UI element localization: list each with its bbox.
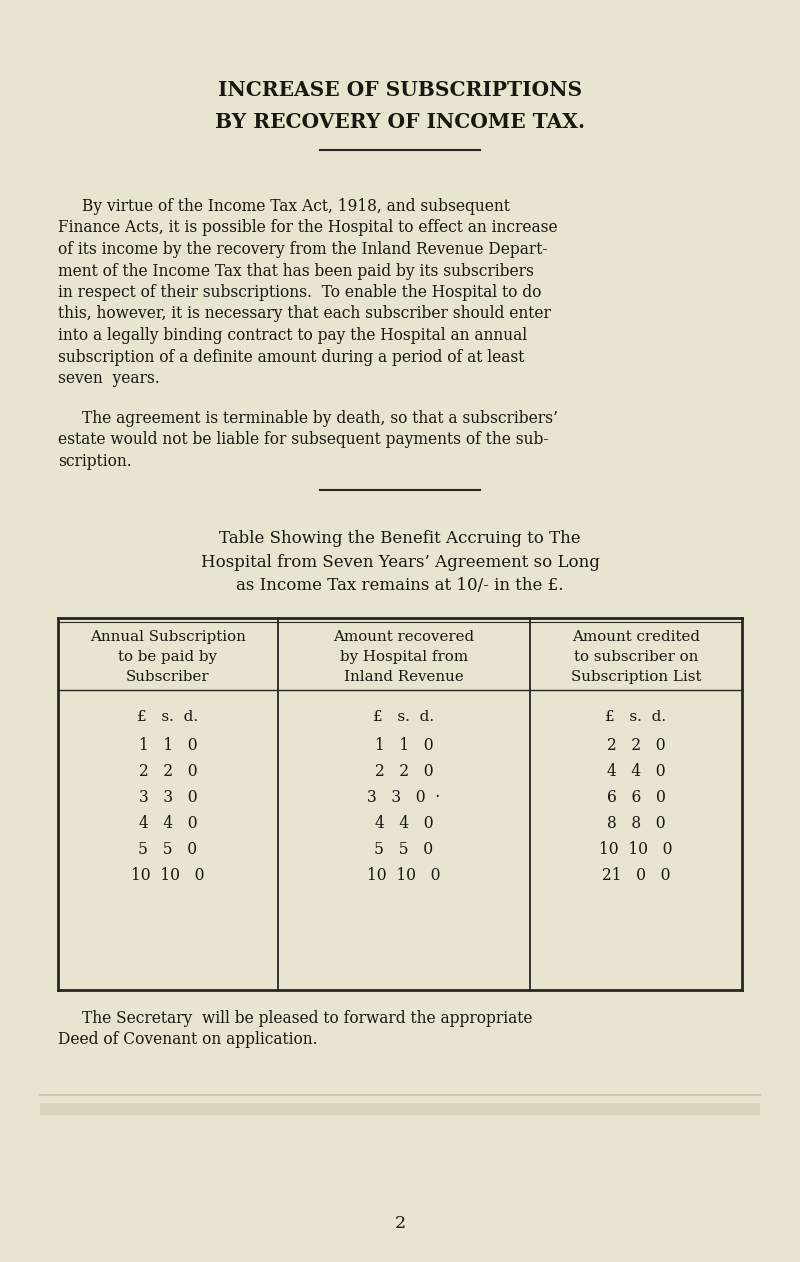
Text: Inland Revenue: Inland Revenue (344, 670, 464, 684)
Text: 2: 2 (394, 1215, 406, 1232)
Text: by Hospital from: by Hospital from (340, 650, 468, 664)
Text: 21   0   0: 21 0 0 (602, 867, 670, 883)
Text: 4   4   0: 4 4 0 (138, 815, 198, 832)
Text: 2   2   0: 2 2 0 (138, 764, 198, 780)
Text: to be paid by: to be paid by (118, 650, 218, 664)
Text: 5   5   0: 5 5 0 (138, 840, 198, 858)
Text: 4   4   0: 4 4 0 (374, 815, 434, 832)
Text: 10  10   0: 10 10 0 (131, 867, 205, 883)
Text: 10  10   0: 10 10 0 (599, 840, 673, 858)
Text: ment of the Income Tax that has been paid by its subscribers: ment of the Income Tax that has been pai… (58, 262, 534, 279)
Text: 1   1   0: 1 1 0 (374, 737, 434, 753)
Text: 3   3   0: 3 3 0 (138, 789, 198, 806)
Text: scription.: scription. (58, 453, 132, 469)
Text: estate would not be liable for subsequent payments of the sub-: estate would not be liable for subsequen… (58, 432, 549, 448)
Text: £   s.  d.: £ s. d. (138, 711, 198, 724)
Text: By virtue of the Income Tax Act, 1918, and subsequent: By virtue of the Income Tax Act, 1918, a… (82, 198, 510, 215)
Text: Subscriber: Subscriber (126, 670, 210, 684)
Text: The Secretary  will be pleased to forward the appropriate: The Secretary will be pleased to forward… (82, 1010, 533, 1027)
Text: 5   5   0: 5 5 0 (374, 840, 434, 858)
Text: 6   6   0: 6 6 0 (606, 789, 666, 806)
Text: 2   2   0: 2 2 0 (374, 764, 434, 780)
Text: BY RECOVERY OF INCOME TAX.: BY RECOVERY OF INCOME TAX. (215, 112, 585, 133)
Text: 3   3   0  ·: 3 3 0 · (367, 789, 441, 806)
Text: The agreement is terminable by death, so that a subscribers’: The agreement is terminable by death, so… (82, 410, 558, 427)
Text: 2   2   0: 2 2 0 (606, 737, 666, 753)
Text: 4   4   0: 4 4 0 (606, 764, 666, 780)
Text: Subscription List: Subscription List (570, 670, 702, 684)
Text: of its income by the recovery from the Inland Revenue Depart-: of its income by the recovery from the I… (58, 241, 547, 257)
Text: Deed of Covenant on application.: Deed of Covenant on application. (58, 1031, 318, 1049)
Text: 1   1   0: 1 1 0 (138, 737, 198, 753)
Text: £   s.  d.: £ s. d. (606, 711, 666, 724)
Bar (40, 1103, 760, 1116)
Text: to subscriber on: to subscriber on (574, 650, 698, 664)
Text: Finance Acts, it is possible for the Hospital to effect an increase: Finance Acts, it is possible for the Hos… (58, 220, 558, 236)
Text: this, however, it is necessary that each subscriber should enter: this, however, it is necessary that each… (58, 305, 551, 323)
Text: Hospital from Seven Years’ Agreement so Long: Hospital from Seven Years’ Agreement so … (201, 554, 599, 570)
Text: as Income Tax remains at 10/- in the £.: as Income Tax remains at 10/- in the £. (236, 577, 564, 594)
Text: INCREASE OF SUBSCRIPTIONS: INCREASE OF SUBSCRIPTIONS (218, 80, 582, 100)
Text: £   s.  d.: £ s. d. (374, 711, 434, 724)
Text: into a legally binding contract to pay the Hospital an annual: into a legally binding contract to pay t… (58, 327, 527, 345)
Text: Annual Subscription: Annual Subscription (90, 630, 246, 644)
Text: subscription of a definite amount during a period of at least: subscription of a definite amount during… (58, 348, 524, 366)
Text: Amount recovered: Amount recovered (334, 630, 474, 644)
Text: Amount credited: Amount credited (572, 630, 700, 644)
Text: in respect of their subscriptions.  To enable the Hospital to do: in respect of their subscriptions. To en… (58, 284, 542, 302)
Text: 10  10   0: 10 10 0 (367, 867, 441, 883)
Text: Table Showing the Benefit Accruing to The: Table Showing the Benefit Accruing to Th… (219, 530, 581, 546)
Text: 8   8   0: 8 8 0 (606, 815, 666, 832)
Text: seven  years.: seven years. (58, 370, 160, 387)
